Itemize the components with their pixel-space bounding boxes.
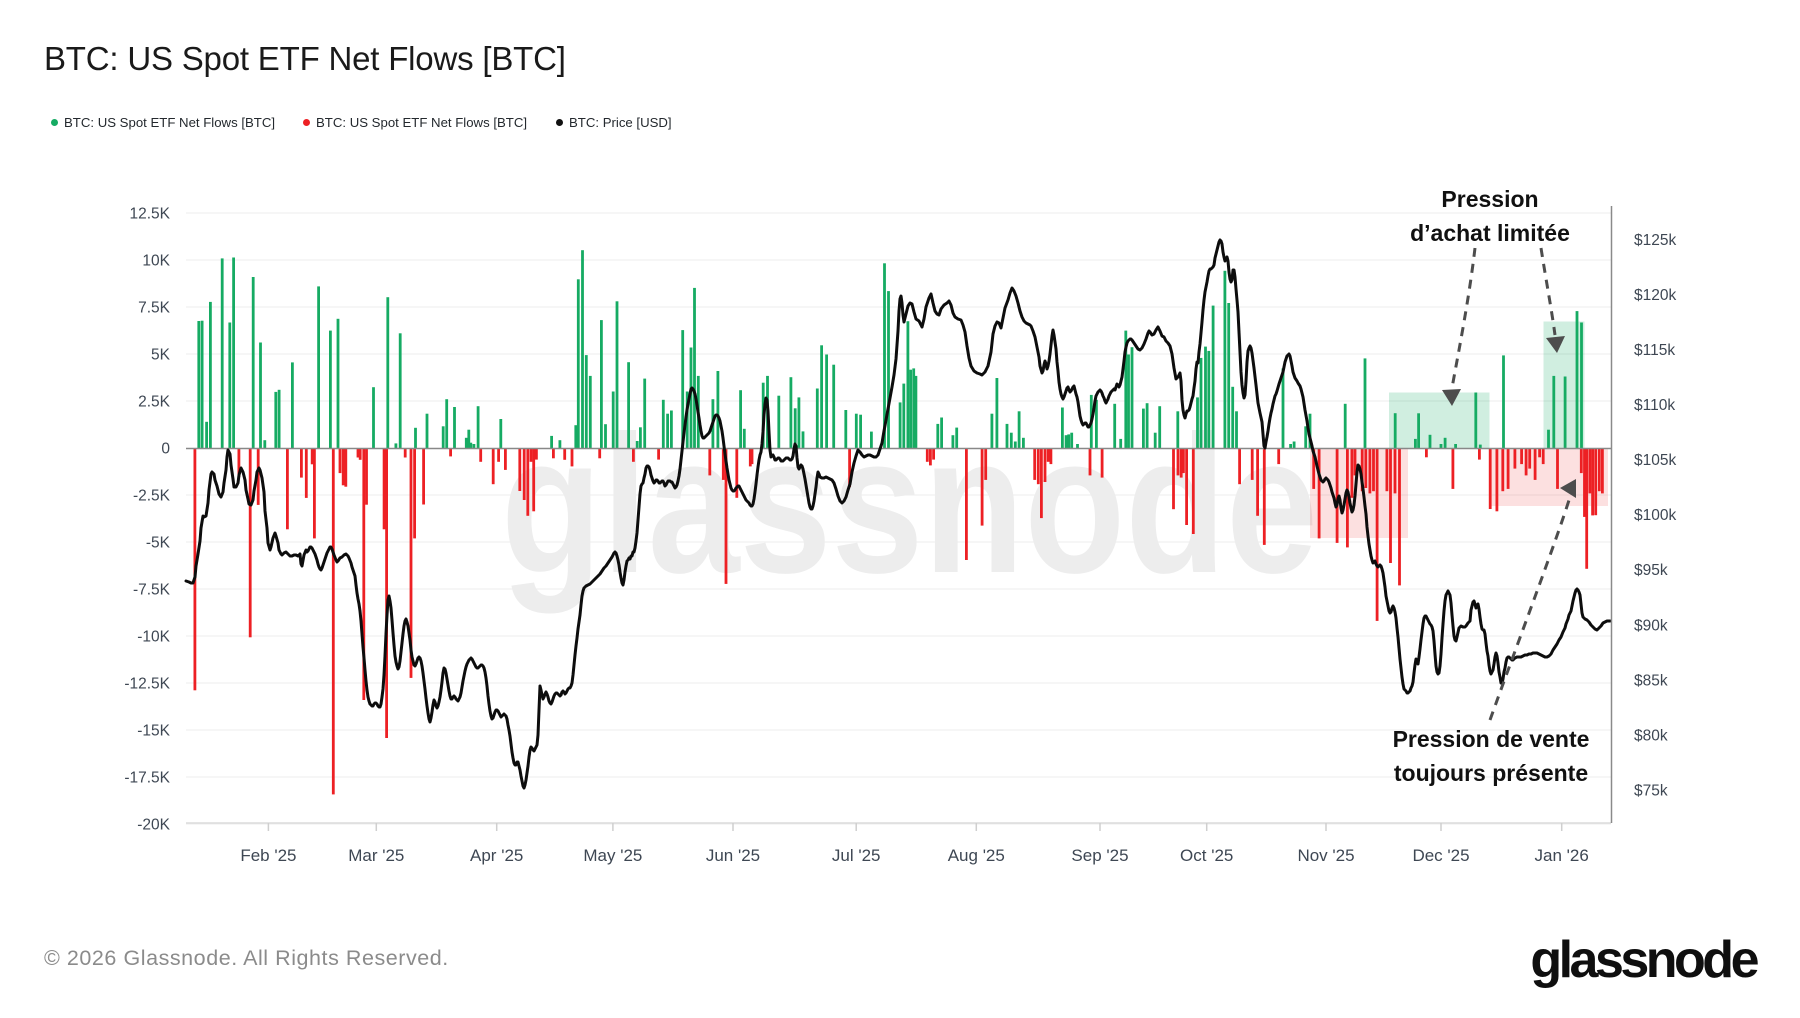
svg-text:May '25: May '25	[583, 846, 642, 865]
svg-text:-12.5K: -12.5K	[124, 676, 170, 693]
svg-text:-7.5K: -7.5K	[133, 582, 171, 599]
svg-text:10K: 10K	[142, 253, 170, 270]
svg-text:-5K: -5K	[146, 535, 171, 552]
svg-text:-17.5K: -17.5K	[124, 770, 170, 787]
svg-text:Feb '25: Feb '25	[240, 846, 296, 865]
svg-text:-20K: -20K	[137, 817, 170, 834]
svg-text:Jun '25: Jun '25	[706, 846, 760, 865]
svg-text:$80k: $80k	[1634, 727, 1668, 744]
svg-text:$115k: $115k	[1634, 342, 1675, 359]
svg-text:Dec '25: Dec '25	[1412, 846, 1469, 865]
svg-text:7.5K: 7.5K	[138, 300, 171, 317]
svg-text:$120k: $120k	[1634, 287, 1676, 304]
svg-text:$75k: $75k	[1634, 783, 1668, 800]
svg-text:2.5K: 2.5K	[138, 394, 171, 411]
svg-text:$90k: $90k	[1634, 617, 1668, 634]
svg-text:-10K: -10K	[137, 629, 170, 646]
svg-text:-15K: -15K	[137, 723, 170, 740]
svg-text:Apr '25: Apr '25	[470, 846, 523, 865]
svg-text:Aug '25: Aug '25	[948, 846, 1005, 865]
svg-text:Jan '26: Jan '26	[1535, 846, 1589, 865]
svg-text:0: 0	[161, 441, 170, 458]
svg-text:Sep '25: Sep '25	[1071, 846, 1128, 865]
svg-text:$110k: $110k	[1634, 397, 1675, 414]
svg-text:Nov '25: Nov '25	[1297, 846, 1354, 865]
svg-text:Jul '25: Jul '25	[832, 846, 881, 865]
svg-text:5K: 5K	[151, 347, 171, 364]
svg-text:$100k: $100k	[1634, 507, 1676, 524]
svg-text:$125k: $125k	[1634, 232, 1676, 249]
svg-text:Oct '25: Oct '25	[1180, 846, 1233, 865]
svg-text:12.5K: 12.5K	[129, 206, 170, 223]
svg-text:$85k: $85k	[1634, 672, 1668, 689]
svg-text:$95k: $95k	[1634, 562, 1668, 579]
svg-text:$105k: $105k	[1634, 452, 1676, 469]
svg-text:Mar '25: Mar '25	[348, 846, 404, 865]
svg-text:-2.5K: -2.5K	[133, 488, 171, 505]
